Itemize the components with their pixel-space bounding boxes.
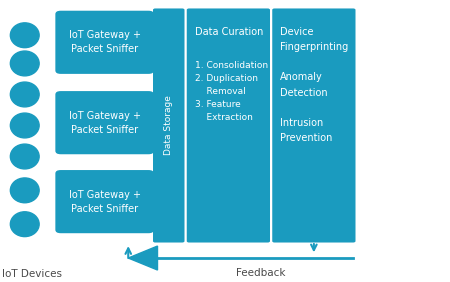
FancyBboxPatch shape (153, 8, 184, 243)
Ellipse shape (10, 23, 39, 48)
Text: 1. Consolidation
2. Duplication
    Removal
3. Feature
    Extraction: 1. Consolidation 2. Duplication Removal … (195, 61, 268, 122)
Text: IoT Gateway +
Packet Sniffer: IoT Gateway + Packet Sniffer (68, 190, 140, 214)
Ellipse shape (10, 51, 39, 76)
Ellipse shape (10, 113, 39, 138)
Text: IoT Gateway +
Packet Sniffer: IoT Gateway + Packet Sniffer (68, 111, 140, 135)
Ellipse shape (10, 82, 39, 107)
Text: Feedback: Feedback (236, 268, 286, 278)
Ellipse shape (10, 144, 39, 169)
Ellipse shape (10, 178, 39, 203)
Text: Data Curation: Data Curation (195, 27, 263, 37)
FancyArrow shape (128, 246, 158, 270)
Text: IoT Gateway +
Packet Sniffer: IoT Gateway + Packet Sniffer (68, 30, 140, 54)
Text: IoT Devices: IoT Devices (2, 269, 62, 279)
Ellipse shape (10, 212, 39, 237)
FancyBboxPatch shape (55, 11, 154, 74)
FancyBboxPatch shape (272, 8, 356, 243)
FancyBboxPatch shape (55, 91, 154, 154)
Text: Data Storage: Data Storage (164, 96, 173, 155)
Text: Device
Fingerprinting

Anomaly
Detection

Intrusion
Prevention: Device Fingerprinting Anomaly Detection … (280, 27, 349, 143)
FancyBboxPatch shape (55, 170, 154, 233)
FancyBboxPatch shape (187, 8, 270, 243)
